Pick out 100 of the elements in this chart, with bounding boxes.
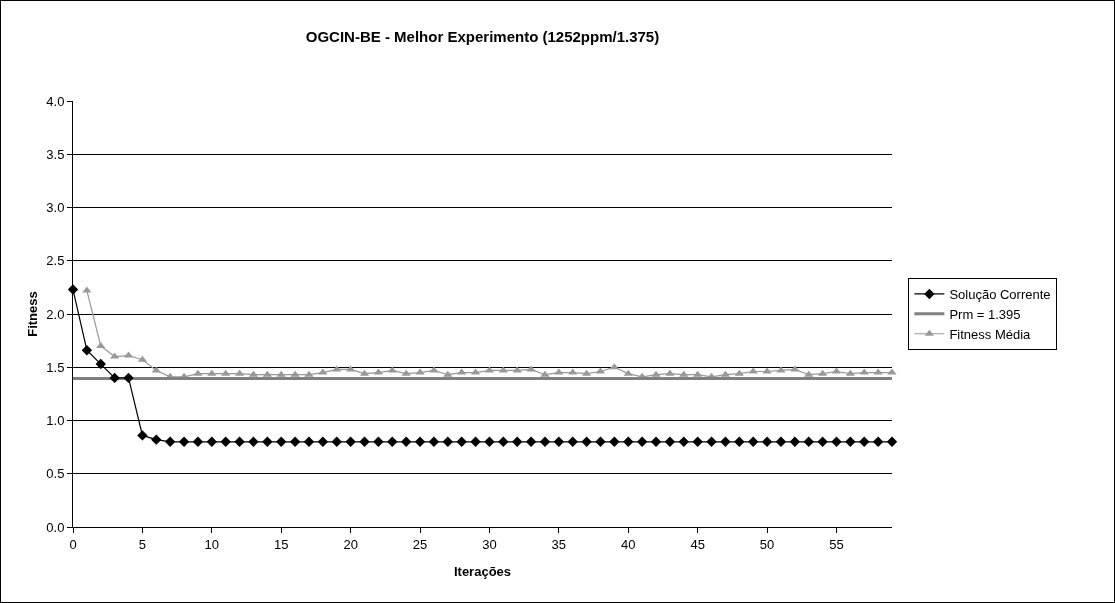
y-tick-label: 1.5 <box>46 359 65 375</box>
point <box>331 436 342 447</box>
point <box>845 369 855 376</box>
point <box>789 436 801 447</box>
point <box>248 436 259 447</box>
legend-label: Solução Corrente <box>949 287 1051 303</box>
point <box>679 370 689 377</box>
point <box>748 367 758 374</box>
y-tick-label: 3.0 <box>46 200 65 216</box>
y-tick-label: 0.0 <box>46 519 65 535</box>
point <box>414 436 426 447</box>
point <box>581 436 592 447</box>
point <box>415 368 425 375</box>
y-tick-label: 4.0 <box>46 93 65 109</box>
point <box>457 368 467 375</box>
point <box>734 369 744 376</box>
x-tick-label: 25 <box>412 536 428 552</box>
point <box>747 436 759 447</box>
point <box>442 436 453 447</box>
y-tick-label: 3.5 <box>46 146 65 162</box>
point <box>304 370 314 377</box>
point <box>359 436 370 447</box>
x-tick-label: 50 <box>759 536 775 552</box>
point <box>762 367 772 374</box>
x-tick-label: 15 <box>273 536 289 552</box>
point <box>456 436 467 447</box>
x-tick-label: 45 <box>690 536 705 552</box>
point <box>859 436 870 447</box>
point <box>401 369 411 376</box>
x-tick-label: 55 <box>829 536 844 552</box>
point <box>568 368 578 375</box>
point <box>872 436 884 447</box>
point <box>803 436 814 447</box>
y-tick-label: 1.0 <box>46 413 65 429</box>
y-tick-label: 2.5 <box>46 253 65 269</box>
point <box>428 436 440 447</box>
point <box>761 436 773 447</box>
chart-title: OGCIN-BE - Melhor Experimento (1252ppm/1.375) <box>305 27 660 45</box>
point <box>845 436 856 447</box>
point <box>554 368 564 375</box>
x-tick-label: 10 <box>204 536 220 552</box>
point <box>692 436 703 447</box>
point <box>636 436 648 447</box>
point <box>539 436 551 447</box>
point <box>192 436 204 447</box>
point <box>525 436 537 447</box>
point <box>886 436 898 447</box>
point <box>137 430 148 441</box>
point <box>540 370 550 377</box>
point <box>609 363 619 370</box>
y-axis-title: Fitness <box>25 291 40 337</box>
x-tick-label: 35 <box>551 536 567 552</box>
point <box>289 436 301 447</box>
point <box>400 436 412 447</box>
point <box>887 368 897 375</box>
point <box>276 370 286 377</box>
x-axis-title: Iterações <box>453 564 512 579</box>
point <box>623 369 633 376</box>
point <box>484 436 495 447</box>
point <box>553 436 565 447</box>
point <box>178 436 190 447</box>
point <box>206 436 218 447</box>
point <box>262 436 273 447</box>
point <box>110 352 120 359</box>
point <box>164 436 176 447</box>
point <box>95 358 106 370</box>
point <box>234 436 245 447</box>
point <box>650 436 662 447</box>
point <box>262 370 272 377</box>
point <box>734 436 745 447</box>
x-tick-label: 0 <box>69 536 77 552</box>
x-tick-label: 5 <box>138 536 147 552</box>
point <box>706 436 717 447</box>
point <box>290 370 300 377</box>
point <box>720 436 731 447</box>
point <box>387 436 398 447</box>
point <box>276 436 287 447</box>
point <box>775 436 787 447</box>
point <box>109 372 120 384</box>
x-tick-label: 40 <box>621 536 636 552</box>
point <box>595 436 606 447</box>
point <box>373 436 384 447</box>
point <box>859 368 869 375</box>
point <box>318 368 328 375</box>
point <box>221 369 231 376</box>
point <box>623 436 634 447</box>
point <box>96 341 106 348</box>
legend-label: Fitness Média <box>949 326 1032 342</box>
point <box>512 436 523 447</box>
point <box>664 436 676 447</box>
point <box>443 370 453 377</box>
x-tick-label: 30 <box>482 536 497 552</box>
point <box>498 436 509 447</box>
point <box>817 436 828 447</box>
point <box>831 436 842 447</box>
point <box>693 370 703 377</box>
y-tick-label: 2.0 <box>46 306 65 322</box>
point <box>220 436 231 447</box>
point <box>303 436 315 447</box>
point <box>123 372 134 384</box>
